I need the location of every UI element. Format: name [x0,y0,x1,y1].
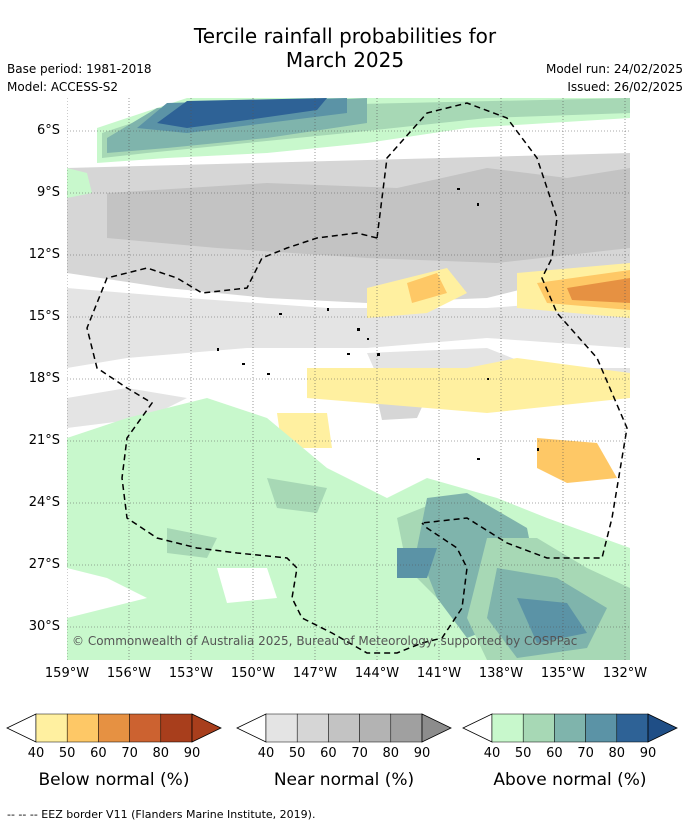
lon-tick-135w: 135°W [540,666,586,681]
below-colorbar-svg [6,713,222,743]
lon-tick-153w: 153°W [168,666,214,681]
above-colorbar-segment [522,713,555,743]
lon-tick-132w: 132°W [602,666,648,681]
above-colorbar-tick: 80 [608,746,626,761]
above-colorbar-tick: 50 [514,746,532,761]
above-colorbar-tick: 60 [546,746,563,761]
above-colorbar-high-end [647,713,678,743]
near-colorbar-high-end [421,713,452,743]
below-colorbar-low-end [6,713,37,743]
below-colorbar-tick: 80 [152,746,170,761]
near-colorbar-segment [265,713,298,743]
above-colorbar-svg [462,713,678,743]
above-colorbar-tick: 90 [639,746,657,761]
below-colorbar-tick: 90 [183,746,201,761]
lat-tick-12s: 12°S [28,247,60,262]
colorbar-above-normal: 40 50 60 70 80 90 Above normal (%) [462,710,678,800]
lat-tick-6s: 6°S [36,123,60,138]
lat-tick-15s: 15°S [28,309,60,324]
lon-tick-159w: 159°W [44,666,90,681]
near-colorbar-tick: 70 [351,746,368,761]
near-colorbar-segment [328,713,360,743]
lon-tick-144w: 144°W [354,666,400,681]
lat-tick-21s: 21°S [28,433,60,448]
below-colorbar-segment [66,713,99,743]
below-colorbar-tick: 70 [121,746,138,761]
below-colorbar-tick: 40 [27,746,45,761]
below-colorbar-tick: 60 [90,746,107,761]
above-colorbar-segment [585,713,618,743]
above-colorbar-low-end [462,713,493,743]
above-colorbar-title: Above normal (%) [493,770,647,790]
lon-tick-156w: 156°W [106,666,152,681]
below-colorbar-title: Below normal (%) [38,770,190,790]
island-markers [217,188,539,460]
near-colorbar-low-end [236,713,267,743]
near-colorbar-segment [359,713,392,743]
title-line-2: March 2025 [285,48,405,72]
above-normal-region-south [67,398,630,660]
above-colorbar-segment [491,713,524,743]
below-colorbar-segment [129,713,162,743]
lat-tick-9s: 9°S [36,185,60,200]
near-colorbar-tick: 40 [257,746,275,761]
lat-tick-27s: 27°S [28,557,60,572]
base-period: Base period: 1981-2018 [7,62,152,76]
eez-footnote: -- -- -- EEZ border V11 (Flanders Marine… [7,808,316,821]
below-colorbar-high-end [191,713,222,743]
near-colorbar-svg [236,713,452,743]
near-colorbar-tick: 80 [382,746,400,761]
lat-tick-30s: 30°S [28,619,60,634]
colorbar-below-normal: 40 50 60 70 80 90 Below normal (%) [6,710,222,800]
issued-date: Issued: 26/02/2025 [567,80,683,94]
map-title: Tercile rainfall probabilities for March… [0,24,690,72]
above-colorbar-segment [616,713,649,743]
near-colorbar-tick: 90 [413,746,431,761]
model-name: Model: ACCESS-S2 [7,80,119,94]
lon-tick-141w: 141°W [416,666,462,681]
lat-tick-18s: 18°S [28,371,60,386]
meta-left: Base period: 1981-2018 Model: ACCESS-S2 [7,60,152,96]
model-run: Model run: 24/02/2025 [545,62,683,76]
eez-borders [86,102,628,654]
meta-right: Model run: 24/02/2025 Issued: 26/02/2025 [546,60,683,96]
colorbar-near-normal: 40 50 60 70 80 90 Near normal (%) [236,710,452,800]
above-colorbar-segment [554,713,586,743]
near-colorbar-segment [390,713,423,743]
lon-tick-150w: 150°W [230,666,276,681]
map-credit: © Commonwealth of Australia 2025, Bureau… [72,634,578,648]
near-colorbar-tick: 50 [288,746,306,761]
below-colorbar-segment [35,713,68,743]
graticule [67,98,630,660]
above-colorbar-tick: 40 [483,746,501,761]
near-colorbar-title: Near normal (%) [273,770,415,790]
lon-tick-147w: 147°W [292,666,338,681]
near-colorbar-tick: 60 [320,746,337,761]
rainfall-map [67,98,630,660]
below-colorbar-segment [98,713,130,743]
lat-tick-24s: 24°S [28,495,60,510]
below-colorbar-segment [160,713,193,743]
above-colorbar-tick: 70 [577,746,594,761]
title-line-1: Tercile rainfall probabilities for [193,24,497,48]
near-colorbar-segment [296,713,329,743]
lon-tick-138w: 138°W [478,666,524,681]
below-colorbar-tick: 50 [58,746,76,761]
